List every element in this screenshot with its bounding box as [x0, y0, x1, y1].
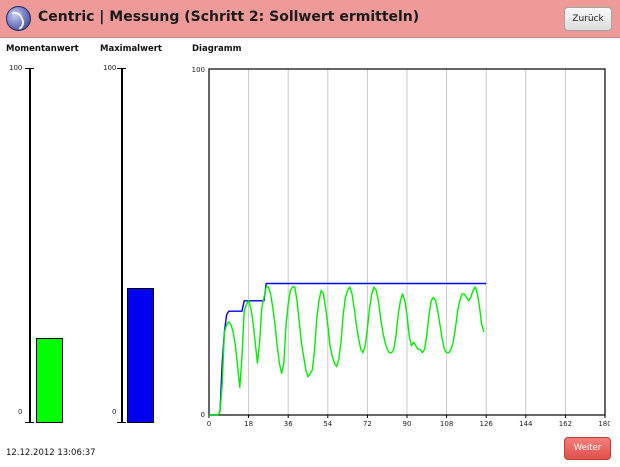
x-tick-label: 180 — [598, 420, 610, 428]
header-bar: Centric | Messung (Schritt 2: Sollwert e… — [0, 0, 620, 38]
max-gauge-min-label: 0 — [112, 408, 117, 416]
datetime-display: 12.12.2012 13:06:37 — [6, 448, 96, 458]
y-tick-label: 0 — [201, 411, 205, 419]
current-gauge-min-label: 0 — [18, 408, 23, 416]
current-value-bar — [36, 338, 63, 423]
x-tick-label: 126 — [480, 420, 494, 428]
x-tick-label: 162 — [559, 420, 572, 428]
current-gauge-axis — [29, 68, 31, 423]
current-gauge-bottom-tick — [25, 422, 34, 423]
x-tick-label: 90 — [403, 420, 412, 428]
centric-logo-icon — [6, 6, 31, 31]
x-tick-label: 54 — [323, 420, 332, 428]
x-tick-label: 108 — [440, 420, 453, 428]
series-line-current — [209, 286, 485, 416]
max-gauge-max-label: 100 — [103, 64, 117, 72]
max-value-bar — [127, 288, 154, 423]
current-gauge-max-label: 100 — [9, 64, 23, 72]
diagram-label: Diagramm — [192, 44, 242, 54]
x-tick-label: 36 — [284, 420, 293, 428]
current-gauge-top-tick — [25, 68, 34, 69]
x-tick-label: 18 — [244, 420, 253, 428]
x-tick-label: 72 — [363, 420, 372, 428]
y-tick-label: 100 — [192, 66, 205, 74]
x-tick-label: 144 — [519, 420, 533, 428]
x-tick-label: 0 — [207, 420, 211, 428]
max-gauge-top-tick — [117, 68, 126, 69]
max-value-label: Maximalwert — [100, 44, 162, 54]
max-gauge-bottom-tick — [117, 422, 126, 423]
next-button[interactable]: Weiter — [564, 437, 611, 460]
measurement-chart: 0 18 36 54 72 90 108 126 144 162 180 100 0 — [192, 66, 610, 428]
back-button[interactable]: Zurück — [564, 7, 612, 31]
max-gauge-axis — [121, 68, 123, 423]
page-title: Centric | Messung (Schritt 2: Sollwert e… — [38, 9, 420, 25]
current-value-label: Momentanwert — [6, 44, 79, 54]
